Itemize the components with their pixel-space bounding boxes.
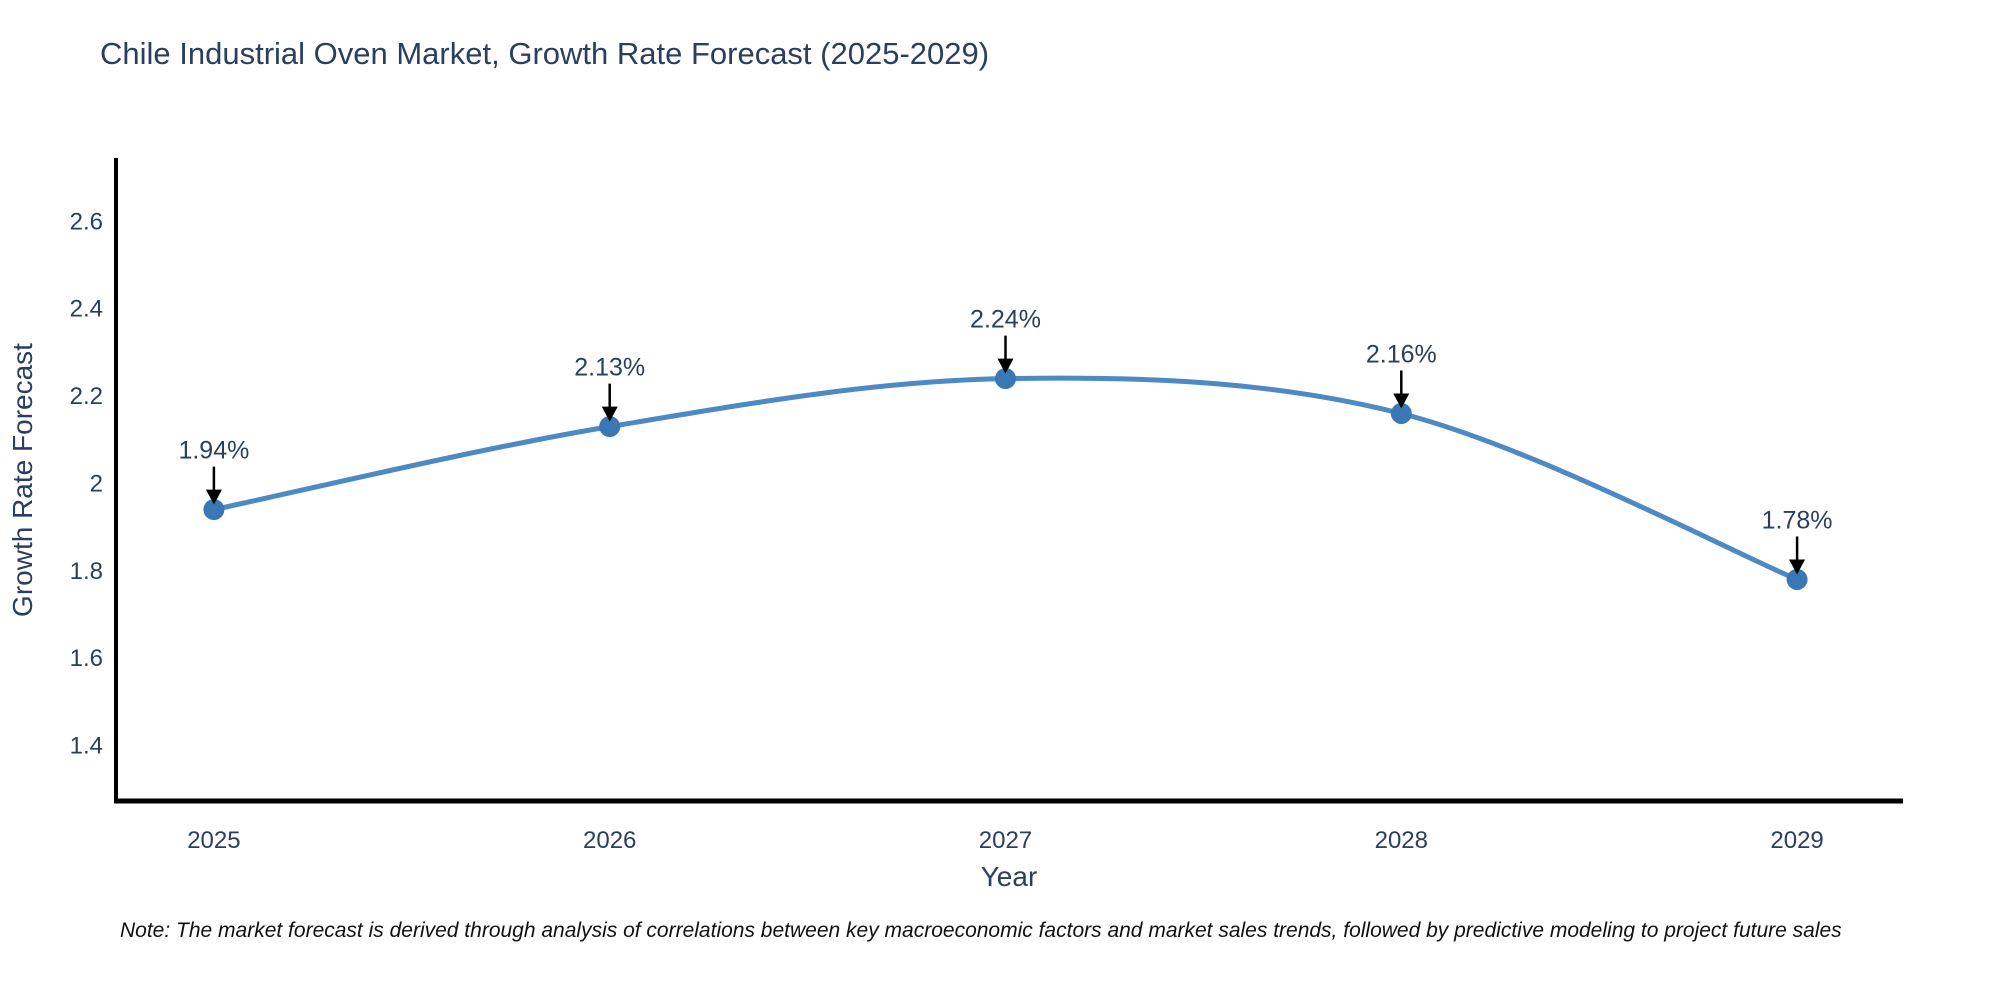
- x-axis-tick-labels: 2025 2026 2027 2028 2029: [187, 827, 1824, 854]
- point-annotation-label: 2.24%: [970, 306, 1041, 334]
- point-annotation-label: 2.16%: [1366, 341, 1437, 369]
- x-tick-label: 2026: [583, 827, 636, 854]
- chart-title: Chile Industrial Oven Market, Growth Rat…: [100, 36, 990, 71]
- y-tick-label: 2: [90, 470, 103, 497]
- annotation-arrowhead-icon: [1789, 559, 1806, 575]
- point-annotation-label: 1.94%: [178, 437, 249, 465]
- x-axis-title: Year: [981, 861, 1038, 892]
- x-tick-label: 2027: [979, 827, 1032, 854]
- point-annotation-label: 2.13%: [574, 354, 645, 382]
- point-annotations: 1.94% 2.13% 2.24% 2.16% 1.78%: [178, 306, 1833, 575]
- y-axis-title: Growth Rate Forecast: [7, 343, 38, 617]
- y-axis-tick-labels: 1.4 1.6 1.8 2 2.2 2.4 2.6: [70, 208, 103, 759]
- annotation-arrowhead-icon: [205, 489, 222, 505]
- y-tick-label: 1.4: [70, 733, 103, 760]
- annotation-arrowhead-icon: [601, 406, 618, 422]
- point-annotation-label: 1.78%: [1762, 507, 1833, 535]
- x-tick-label: 2025: [187, 827, 240, 854]
- y-tick-label: 1.8: [70, 558, 103, 585]
- x-tick-label: 2029: [1770, 827, 1823, 854]
- footnote-text: Note: The market forecast is derived thr…: [120, 919, 1842, 942]
- y-tick-label: 2.4: [70, 296, 103, 323]
- annotation-arrowhead-icon: [1393, 393, 1410, 409]
- y-tick-label: 1.6: [70, 645, 103, 672]
- data-point-marker[interactable]: [995, 368, 1016, 390]
- y-tick-label: 2.6: [70, 208, 103, 235]
- data-point-marker[interactable]: [203, 499, 225, 521]
- series-line: [211, 375, 1800, 582]
- data-point-markers: [203, 368, 1808, 590]
- data-point-marker[interactable]: [599, 416, 621, 438]
- annotation-arrowhead-icon: [997, 358, 1014, 374]
- data-point-marker[interactable]: [1786, 569, 1808, 590]
- y-tick-label: 2.2: [70, 383, 103, 410]
- x-tick-label: 2028: [1375, 827, 1428, 854]
- data-point-marker[interactable]: [1390, 403, 1412, 424]
